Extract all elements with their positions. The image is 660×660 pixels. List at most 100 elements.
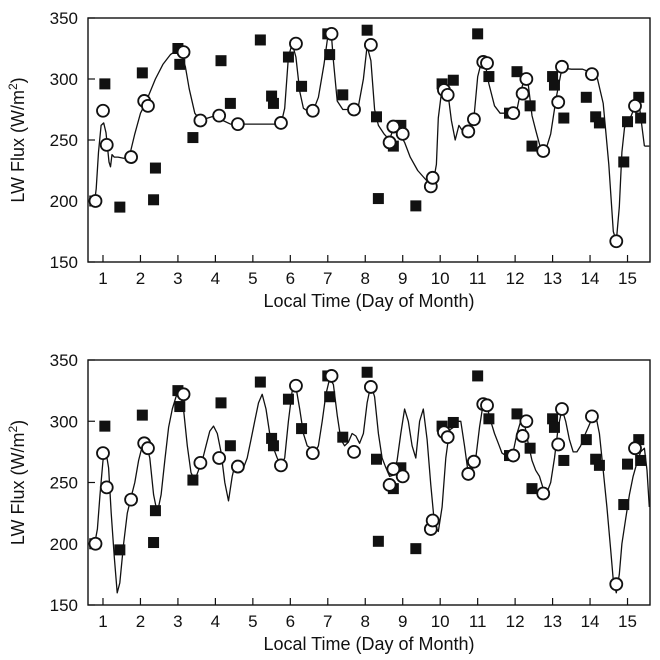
x-tick-label: 8 [361,612,370,631]
square-data-point [324,391,336,403]
circle-data-point [347,444,361,459]
square-data-point [633,91,645,103]
circle-data-point [536,486,551,501]
square-data-point [266,90,278,102]
x-tick-label: 1 [98,612,107,631]
circle-data-point [230,117,245,132]
circle-data-point [274,116,288,130]
square-data-point [590,453,602,465]
circle-data-point [363,37,378,52]
x-tick-label: 14 [581,269,600,288]
square-data-point [635,454,647,466]
x-tick-label: 13 [543,269,562,288]
square-data-point [296,80,308,92]
square-data-point [558,112,570,124]
square-data-point [215,55,227,67]
x-tick-label: 11 [469,612,487,631]
circle-data-point [440,430,455,445]
x-tick-label: 15 [618,612,637,631]
circle-data-point [305,103,320,118]
circle-data-point [585,67,599,82]
circle-data-point [347,102,361,117]
square-data-point [618,499,630,511]
circle-data-point [212,451,227,465]
y-tick-label: 300 [50,70,78,89]
circle-data-point [467,454,481,469]
circle-data-point [440,87,455,102]
x-tick-label: 7 [323,612,332,631]
x-tick-label: 6 [286,269,295,288]
x-tick-label: 13 [543,612,562,631]
square-data-point [618,156,630,168]
circle-data-point [609,234,624,249]
x-tick-label: 11 [469,269,487,288]
x-tick-label: 4 [211,612,220,631]
square-data-point [580,434,592,446]
circle-data-point [382,478,397,492]
square-data-point [410,200,422,212]
circle-data-point [193,113,208,128]
y-axis-title: LW Flux (W/m2) [6,420,28,545]
square-data-point [395,462,407,474]
circle-data-point [363,380,378,394]
y-tick-label: 150 [50,596,78,615]
circle-data-point [506,106,521,121]
square-data-point [622,458,634,470]
circle-data-point [88,194,103,208]
square-data-point [547,413,559,425]
square-data-point [224,97,236,109]
square-data-point [622,116,634,128]
circle-data-point [230,459,245,474]
square-data-point [483,71,495,83]
square-data-point [187,132,199,144]
y-tick-label: 350 [50,9,78,28]
square-data-point [296,423,308,435]
x-tick-label: 5 [248,269,257,288]
circle-data-point [461,467,476,481]
circle-data-point [96,446,110,461]
circle-data-point [88,536,103,551]
x-tick-label: 15 [618,269,637,288]
x-tick-label: 12 [506,269,525,288]
circle-data-point [480,56,494,71]
square-data-point [99,78,111,90]
square-data-point [148,194,160,206]
square-data-point [526,140,538,152]
square-data-point [136,409,148,421]
square-data-point [395,119,407,131]
square-data-point [511,66,523,78]
square-data-point [524,442,536,454]
square-data-point [187,474,199,486]
square-data-point [633,434,645,446]
circle-data-point [395,469,410,484]
x-tick-label: 2 [136,269,145,288]
circle-data-point [124,150,138,164]
x-tick-label: 3 [173,269,182,288]
x-tick-label: 4 [211,269,220,288]
square-data-point [590,111,602,123]
x-tick-label: 1 [98,269,107,288]
square-data-point [483,413,495,425]
square-data-point [267,440,279,452]
square-data-point [593,459,605,471]
square-data-point [447,416,459,428]
square-data-point [215,397,227,409]
square-data-point [114,201,126,213]
circle-data-point [536,144,551,158]
circle-data-point [555,59,569,74]
square-data-point [337,431,349,443]
circle-data-point [289,378,303,393]
x-tick-label: 14 [581,612,600,631]
circle-data-point [289,36,303,51]
square-data-point [370,111,382,123]
square-data-point [136,67,148,79]
x-tick-label: 10 [431,269,450,288]
x-tick-label: 8 [361,269,370,288]
y-tick-label: 250 [50,131,78,150]
y-tick-label: 350 [50,351,78,370]
square-data-point [254,376,266,388]
circle-data-point [551,95,566,110]
circle-data-point [386,119,401,134]
square-data-point [324,49,336,61]
